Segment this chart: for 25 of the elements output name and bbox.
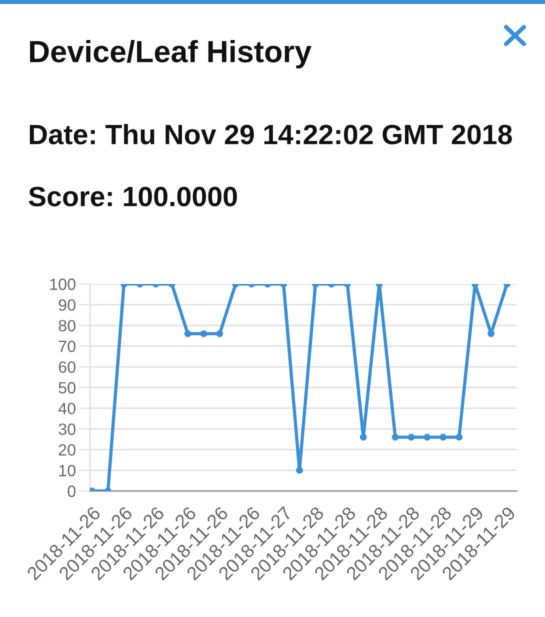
y-tick-label: 80 — [58, 320, 76, 332]
text: Score: 100.0000 — [28, 186, 237, 206]
y-tick-label: 100 — [50, 278, 76, 290]
y-tick-label: 40 — [58, 402, 76, 414]
point — [440, 434, 447, 441]
y-tick-label: 0 — [68, 486, 76, 498]
point — [424, 434, 431, 441]
chart-title: Device/Leaf History — [30, 40, 312, 68]
point — [408, 434, 415, 441]
y-tick-label: 60 — [58, 361, 76, 373]
point — [392, 434, 399, 441]
y-tick-label: 30 — [58, 423, 76, 435]
y-tick-label: 20 — [58, 444, 76, 456]
point — [488, 330, 495, 338]
y-tick-label: 50 — [58, 382, 76, 394]
y-tick-label: 70 — [58, 340, 76, 352]
chart-subtitle: Date: Thu Nov 29 14:22:02 GMT 2018 — [30, 124, 512, 144]
y-tick-label: 10 — [59, 464, 76, 476]
point — [360, 434, 367, 441]
point — [184, 330, 192, 338]
point — [216, 330, 224, 338]
point — [296, 466, 303, 474]
point — [456, 434, 463, 441]
y-tick-label: 90 — [58, 299, 76, 311]
point — [200, 330, 208, 338]
